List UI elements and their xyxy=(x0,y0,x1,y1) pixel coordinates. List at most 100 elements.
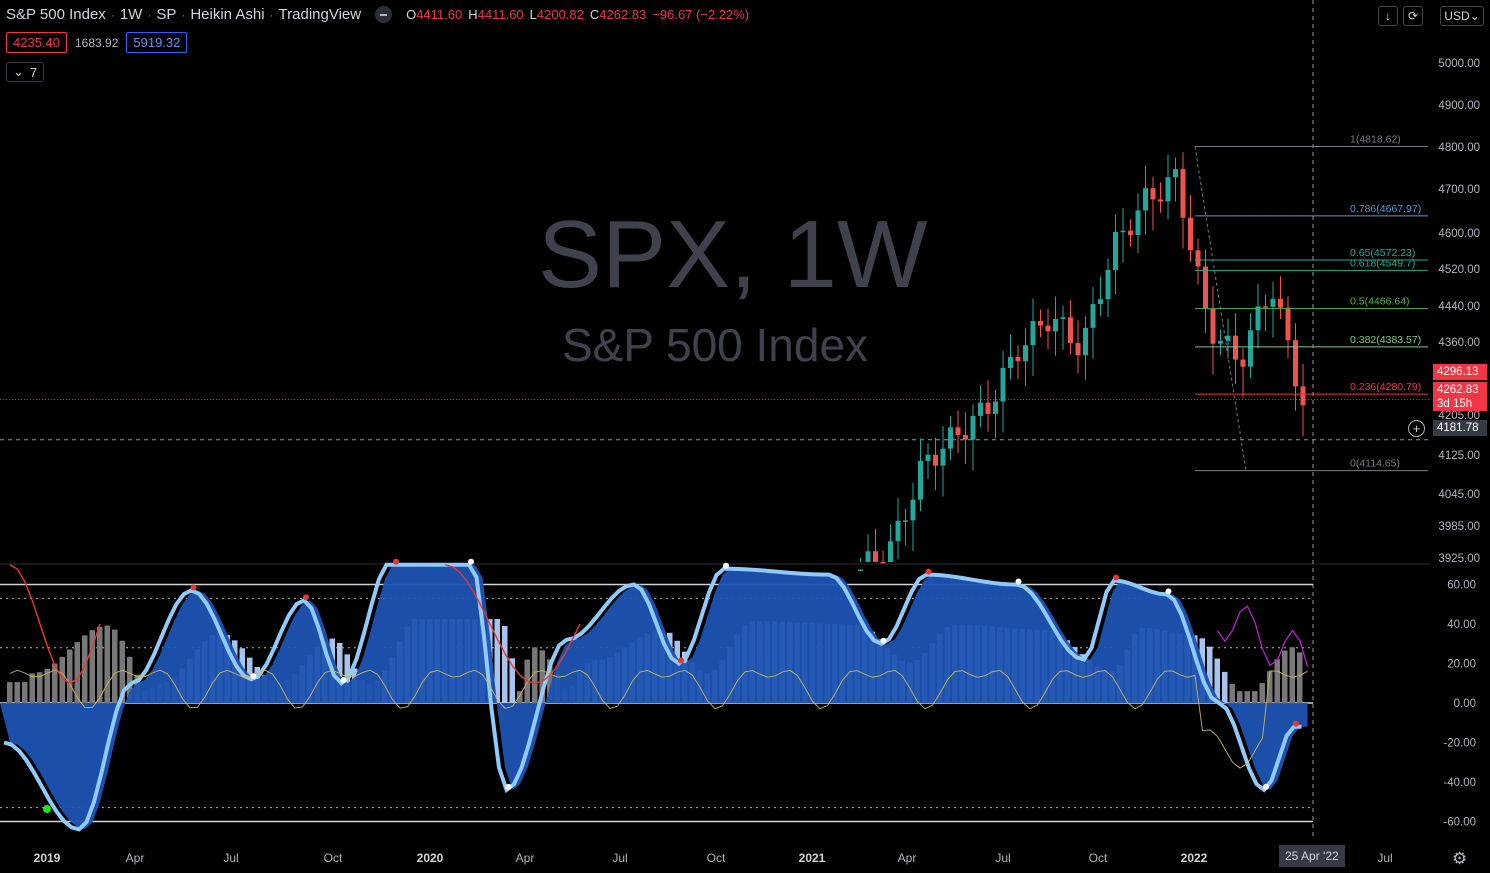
add-plus-icon[interactable]: + xyxy=(1408,420,1425,437)
candle-body xyxy=(1225,335,1231,341)
price-axis-label: 3925.00 xyxy=(1438,553,1480,565)
osc-histogram-bar xyxy=(89,630,95,703)
osc-histogram-bar xyxy=(1297,652,1303,703)
osc-axis-label: 40.00 xyxy=(1447,619,1476,631)
osc-wave-area xyxy=(0,564,1308,830)
osc-signal-dot xyxy=(723,562,729,569)
osc-axis-label: -40.00 xyxy=(1443,777,1476,789)
osc-magenta-line xyxy=(1217,605,1309,667)
interval-label[interactable]: 1W xyxy=(119,6,143,23)
osc-axis-label: -60.00 xyxy=(1443,817,1476,829)
candle-body xyxy=(1195,250,1201,267)
time-axis-label: Jul xyxy=(995,851,1010,865)
candle-body xyxy=(895,520,901,542)
candle-body xyxy=(1120,230,1126,233)
exchange-label: SP xyxy=(156,6,177,23)
osc-histogram-bar xyxy=(494,619,500,703)
osc-histogram-bar xyxy=(1229,683,1235,703)
time-axis-label: 2021 xyxy=(799,851,826,865)
candle-body xyxy=(1165,177,1171,202)
candle-body xyxy=(1053,318,1058,332)
osc-signal-dot xyxy=(1165,588,1172,595)
osc-histogram-bar xyxy=(104,625,110,703)
candle-body xyxy=(880,561,886,564)
candle-body xyxy=(1060,317,1066,319)
watermark-symbol: SPX, 1W xyxy=(538,201,928,308)
candle-body xyxy=(940,448,946,466)
candle-body xyxy=(970,415,976,440)
osc-histogram-bar xyxy=(547,659,553,703)
close-value: 4262.83 xyxy=(599,7,647,22)
osc-axis-label: 0.00 xyxy=(1454,698,1476,710)
candle-body xyxy=(948,427,953,449)
osc-histogram-bar xyxy=(7,682,13,703)
candle-body xyxy=(1188,217,1193,251)
chevron-down-icon: ⌄ xyxy=(1469,9,1480,23)
arrow-down-icon[interactable]: ↓ xyxy=(1378,6,1398,26)
candle-body xyxy=(910,499,916,521)
osc-histogram-bar xyxy=(82,635,88,703)
candle-body xyxy=(1285,307,1291,341)
candle-body xyxy=(1158,199,1163,202)
hide-eye-icon[interactable] xyxy=(375,6,393,23)
osc-histogram-bar xyxy=(112,629,118,703)
candle-body xyxy=(1293,340,1298,387)
price-axis-label: 3985.00 xyxy=(1438,521,1480,533)
osc-signal-dot xyxy=(250,673,257,680)
candle-body xyxy=(925,454,931,461)
refresh-icon[interactable]: ⟳ xyxy=(1403,6,1423,26)
candle-body xyxy=(1075,342,1081,356)
candle-body xyxy=(1083,327,1088,356)
osc-red-line xyxy=(9,564,101,685)
candle-body xyxy=(1300,386,1306,406)
candle-body xyxy=(1180,169,1186,218)
candle-body xyxy=(1143,188,1148,211)
osc-signal-dot xyxy=(190,584,197,591)
fib-level-label: 1(4818.62) xyxy=(1350,134,1401,146)
candle-body xyxy=(1030,321,1036,346)
candle-body xyxy=(1008,356,1013,368)
cursor-date-tag: 25 Apr '22 xyxy=(1279,845,1345,867)
osc-histogram-bar xyxy=(127,656,133,703)
price-axis-label: 4045.00 xyxy=(1438,489,1480,501)
price-axis-label: 4800.00 xyxy=(1438,142,1480,154)
gear-icon[interactable]: ⚙ xyxy=(1452,849,1468,868)
low-value: 4200.82 xyxy=(536,7,584,22)
osc-signal-dot xyxy=(880,637,887,644)
price-axis-label: 4125.00 xyxy=(1438,450,1480,462)
bar-countdown: 3d 15h xyxy=(1437,398,1473,410)
osc-histogram-bar xyxy=(509,658,515,703)
osc-histogram-bar xyxy=(1244,691,1250,703)
indicators-collapse-button[interactable]: ⌄ 7 xyxy=(6,62,45,82)
ohlc-values: O4411.60 H4411.60 L4200.82 C4262.83 −96.… xyxy=(406,7,750,22)
osc-histogram-bar xyxy=(37,672,43,703)
candle-body xyxy=(1135,210,1141,236)
osc-histogram-bar xyxy=(74,642,80,703)
candle-body xyxy=(933,454,938,466)
fib-level-label: 0.786(4667.97) xyxy=(1350,203,1421,215)
price-axis-label: 4520.00 xyxy=(1438,264,1480,276)
osc-histogram-bar xyxy=(59,656,65,703)
candle-body xyxy=(1218,340,1223,344)
indicator-values: 4235.40 1683.92 5919.32 xyxy=(6,32,188,53)
osc-signal-dot xyxy=(678,657,684,664)
osc-signal-line xyxy=(9,669,1308,769)
candle-body xyxy=(1068,317,1073,343)
osc-histogram-bar xyxy=(14,682,20,703)
candle-body xyxy=(1090,304,1096,328)
candle-body xyxy=(888,541,893,562)
currency-button[interactable]: USD ⌄ xyxy=(1440,6,1484,26)
candle-body xyxy=(1278,298,1283,308)
price-axis-label: 4440.00 xyxy=(1438,301,1480,313)
osc-signal-dot xyxy=(1113,574,1119,581)
candle-body xyxy=(1105,269,1111,300)
watermark-name: S&P 500 Index xyxy=(562,319,869,371)
osc-histogram-bar xyxy=(1237,691,1243,703)
candle-body xyxy=(1128,230,1133,236)
symbol-title[interactable]: S&P 500 Index xyxy=(6,6,106,23)
osc-histogram-bar xyxy=(97,626,103,703)
candle-body xyxy=(873,551,878,562)
candle-body xyxy=(865,551,871,562)
chart-type-label: Heikin Ashi xyxy=(190,6,265,23)
